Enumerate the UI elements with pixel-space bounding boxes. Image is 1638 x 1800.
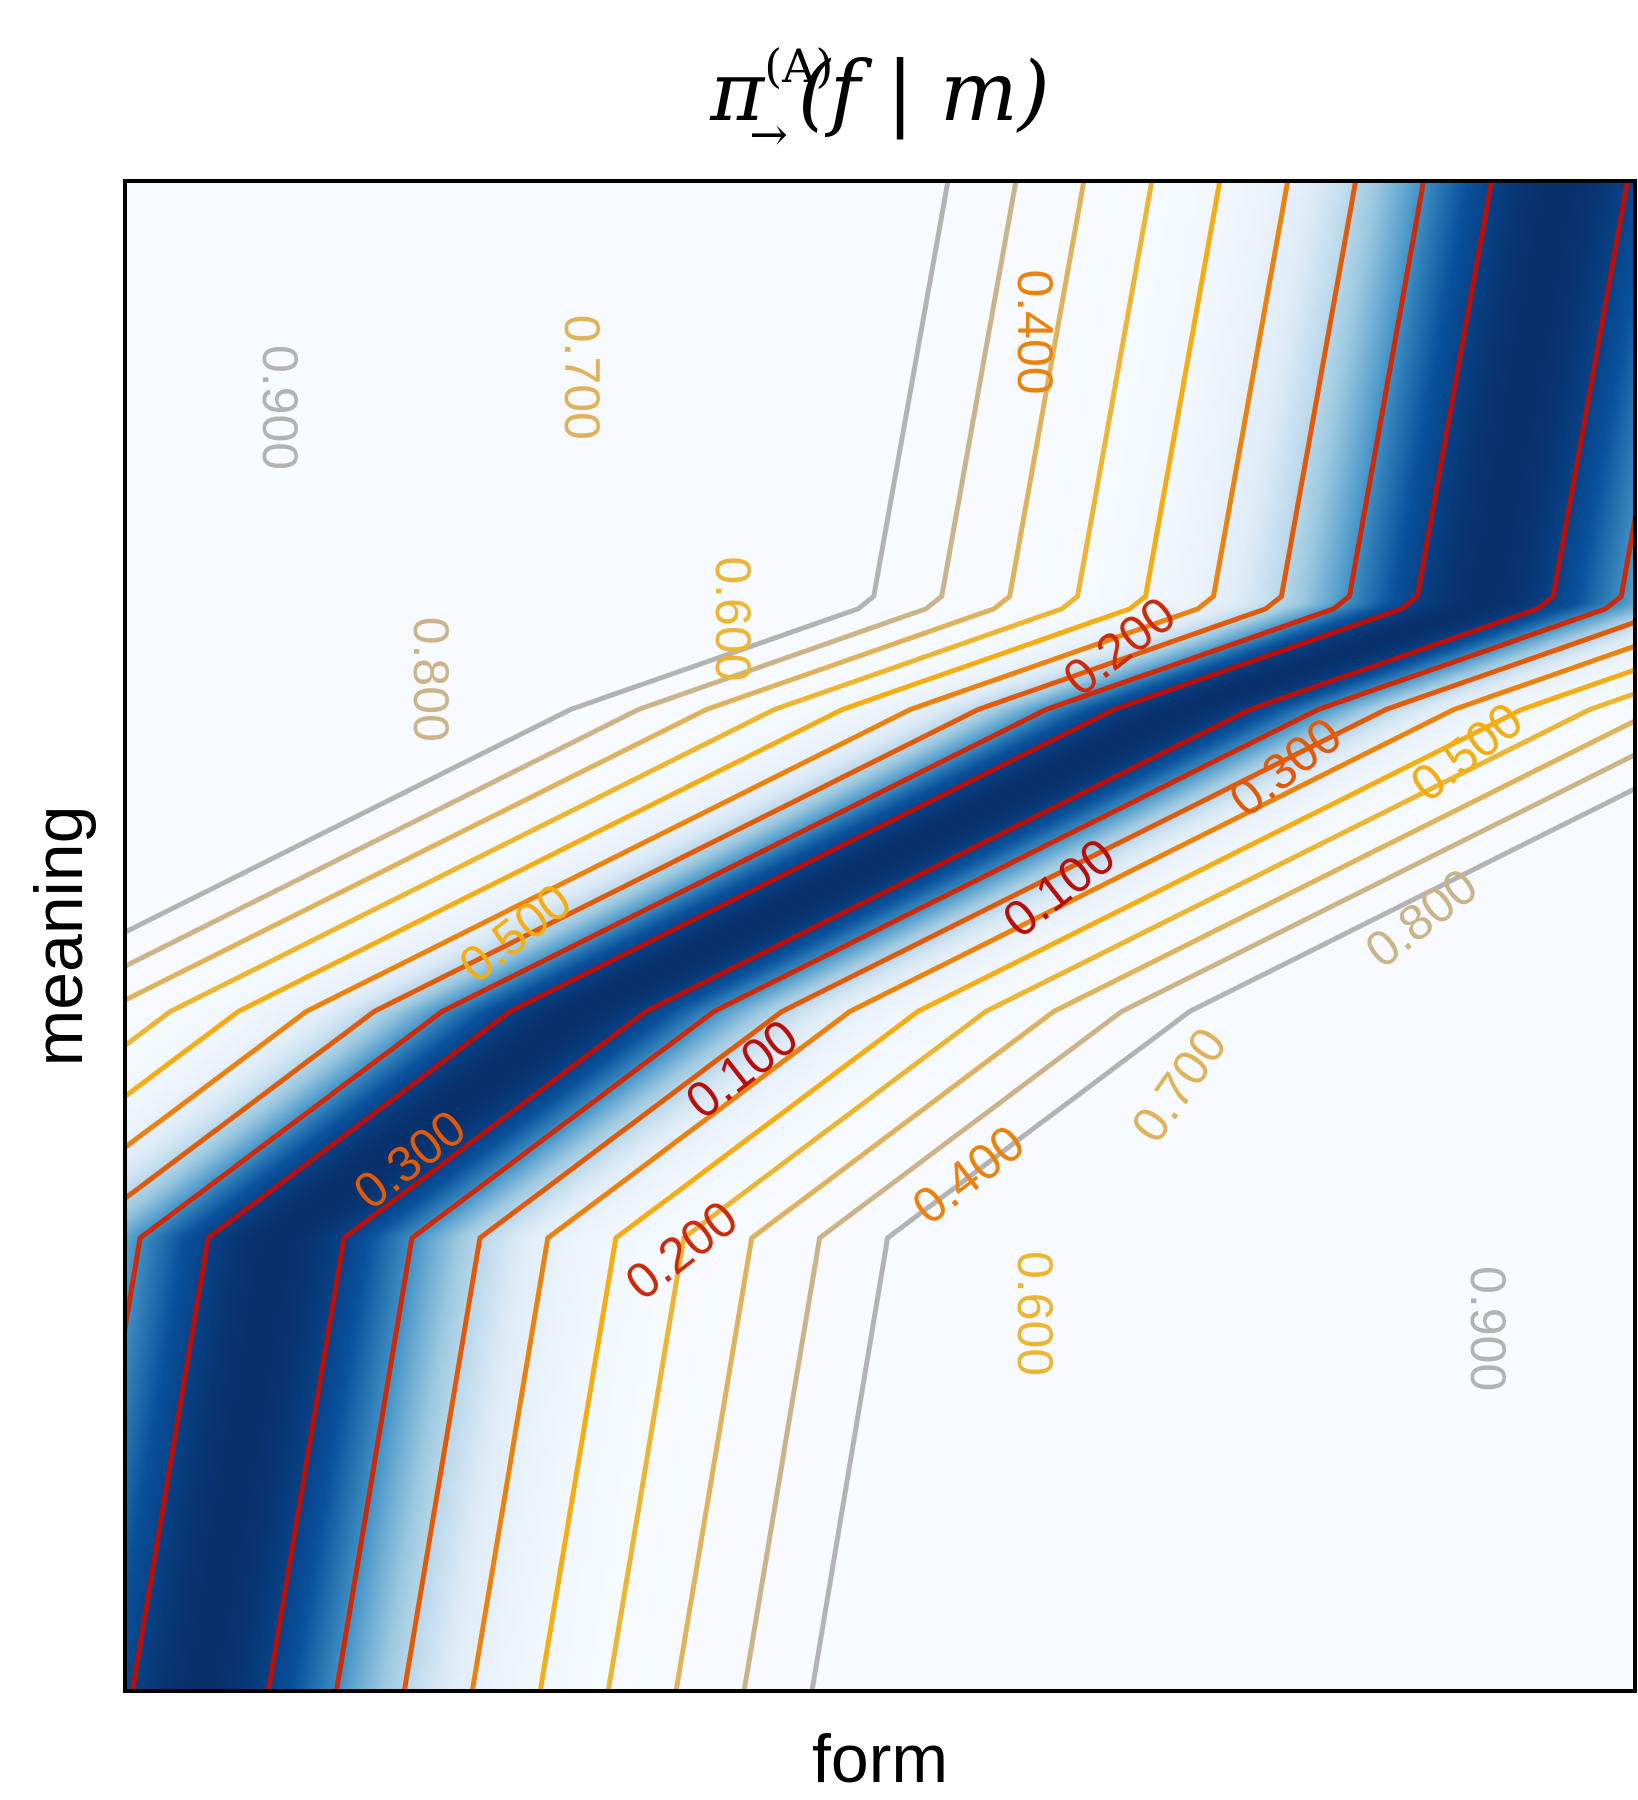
chart-title: π(A) → (f | m): [709, 39, 1049, 161]
contour-line-0.600-right: [605, 690, 1635, 1691]
contour-label: 0.800: [403, 617, 459, 742]
contour-label: 0.700: [554, 315, 610, 440]
contour-line-0.400-left: [125, 181, 1291, 1151]
contour-line-0.700-left: [125, 181, 1087, 1003]
contour-line-0.100-left: [130, 181, 1494, 1691]
contour-line-0.300-left: [125, 181, 1359, 1202]
contour-line-0.800-left: [125, 181, 1019, 970]
contour-label: 0.600: [705, 556, 761, 681]
contour-line-0.900-left: [125, 181, 951, 935]
contour-label: 0.900: [1460, 1266, 1516, 1391]
contour-label: 0.600: [1007, 1251, 1063, 1376]
contour-line-0.200-right: [333, 505, 1635, 1691]
contour-label: 0.400: [1007, 269, 1063, 394]
contour-line-0.900-right: [809, 785, 1635, 1691]
x-axis-label: form: [812, 1721, 948, 1797]
title-base: π: [709, 45, 766, 140]
contour-lines: [125, 181, 1635, 1691]
contour-line-0.700-right: [673, 718, 1635, 1691]
title-subscript: →: [749, 107, 788, 161]
y-axis-label: meaning: [21, 806, 97, 1067]
contour-line-0.300-right: [401, 619, 1635, 1691]
title-argument: (f | m): [798, 45, 1050, 140]
contour-line-0.600-left: [125, 181, 1155, 1049]
contour-line-0.100-right: [265, 181, 1630, 1691]
contour-line-0.800-right: [741, 751, 1635, 1691]
contour-line-0.400-right: [469, 643, 1635, 1691]
contour-line-0.500-right: [537, 667, 1635, 1691]
plot-frame: [123, 179, 1637, 1693]
title-superscript: (A): [764, 39, 833, 93]
contour-label: 0.900: [252, 345, 308, 470]
contour-line-0.200-left: [125, 181, 1427, 1344]
contour-line-0.500-left: [125, 181, 1223, 1100]
